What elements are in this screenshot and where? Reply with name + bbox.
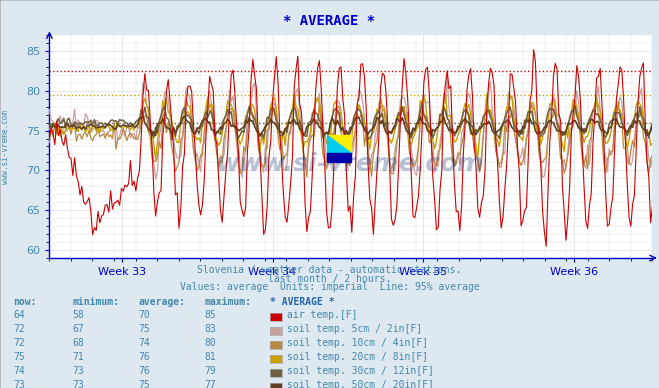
- Text: 81: 81: [204, 352, 216, 362]
- Polygon shape: [327, 135, 351, 153]
- Text: * AVERAGE *: * AVERAGE *: [270, 297, 335, 307]
- Bar: [327, 153, 351, 162]
- Text: now:: now:: [13, 297, 37, 307]
- Text: 74: 74: [13, 366, 25, 376]
- Text: 72: 72: [13, 338, 25, 348]
- Text: soil temp. 50cm / 20in[F]: soil temp. 50cm / 20in[F]: [287, 380, 434, 388]
- Text: www.si-vreme.com: www.si-vreme.com: [217, 152, 484, 176]
- Text: average:: average:: [138, 297, 185, 307]
- Text: soil temp. 5cm / 2in[F]: soil temp. 5cm / 2in[F]: [287, 324, 422, 334]
- Text: 72: 72: [13, 324, 25, 334]
- Text: 58: 58: [72, 310, 84, 320]
- Text: 70: 70: [138, 310, 150, 320]
- Polygon shape: [327, 135, 351, 153]
- Text: 76: 76: [138, 352, 150, 362]
- Text: 75: 75: [138, 380, 150, 388]
- Text: 73: 73: [72, 380, 84, 388]
- Text: 73: 73: [72, 366, 84, 376]
- Text: 68: 68: [72, 338, 84, 348]
- Text: 75: 75: [13, 352, 25, 362]
- Text: Slovenia / weather data - automatic stations.: Slovenia / weather data - automatic stat…: [197, 265, 462, 275]
- Text: 67: 67: [72, 324, 84, 334]
- Text: 77: 77: [204, 380, 216, 388]
- Text: 75: 75: [138, 324, 150, 334]
- Text: minimum:: minimum:: [72, 297, 119, 307]
- Text: air temp.[F]: air temp.[F]: [287, 310, 357, 320]
- Text: soil temp. 10cm / 4in[F]: soil temp. 10cm / 4in[F]: [287, 338, 428, 348]
- Text: 83: 83: [204, 324, 216, 334]
- Text: soil temp. 30cm / 12in[F]: soil temp. 30cm / 12in[F]: [287, 366, 434, 376]
- Text: 73: 73: [13, 380, 25, 388]
- Text: Values: average  Units: imperial  Line: 95% average: Values: average Units: imperial Line: 95…: [180, 282, 479, 293]
- Text: 76: 76: [138, 366, 150, 376]
- Text: 74: 74: [138, 338, 150, 348]
- Text: 80: 80: [204, 338, 216, 348]
- Text: 71: 71: [72, 352, 84, 362]
- Text: soil temp. 20cm / 8in[F]: soil temp. 20cm / 8in[F]: [287, 352, 428, 362]
- Text: * AVERAGE *: * AVERAGE *: [283, 14, 376, 28]
- Text: 79: 79: [204, 366, 216, 376]
- Text: 85: 85: [204, 310, 216, 320]
- Text: maximum:: maximum:: [204, 297, 251, 307]
- Text: last month / 2 hours.: last month / 2 hours.: [268, 274, 391, 284]
- Text: www.si-vreme.com: www.si-vreme.com: [1, 111, 10, 184]
- Text: 64: 64: [13, 310, 25, 320]
